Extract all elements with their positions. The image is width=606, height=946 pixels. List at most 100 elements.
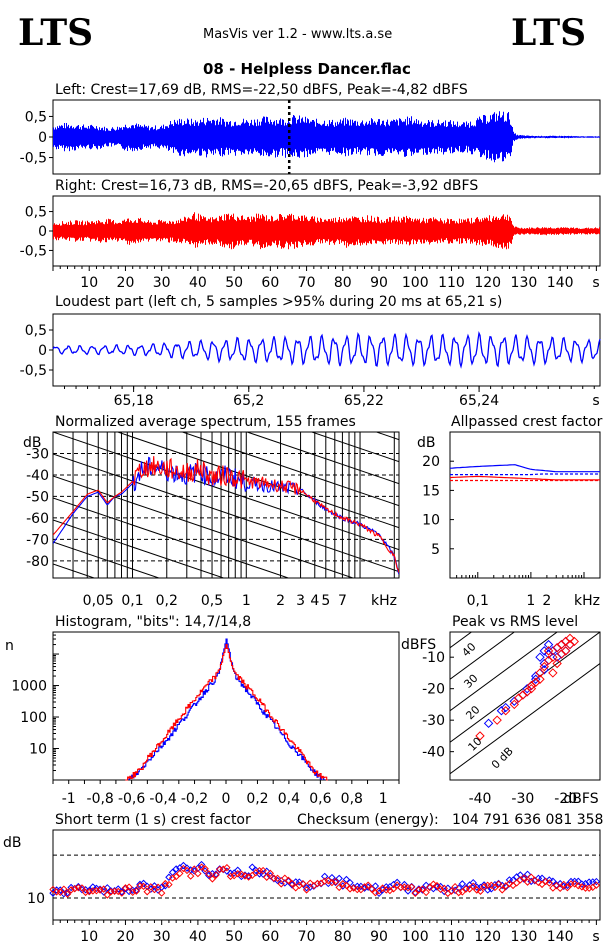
short-term-point-right — [281, 874, 289, 882]
allpassed-xlabel: kHz — [574, 593, 600, 609]
spectrum-ytick-label: -40 — [26, 468, 49, 484]
loudest-part-ytick-label: 0,5 — [25, 323, 47, 339]
short-term-point-left — [469, 878, 477, 887]
short-term-point-right — [208, 875, 217, 883]
allpassed-crest-title: Allpassed crest factor — [451, 414, 603, 430]
loudest-part-ytick-label: -0,5 — [20, 363, 47, 379]
peak-rms-diagonal — [450, 632, 558, 712]
short-term-point-left — [545, 876, 553, 884]
short-term-point-left — [179, 861, 188, 870]
short-term-point-right — [85, 888, 93, 896]
short-term-point-right — [299, 880, 307, 888]
short-term-point-left — [172, 865, 180, 873]
short-term-point-left — [89, 883, 97, 891]
peak-rms-point-left — [531, 674, 541, 684]
short-term-point-right — [324, 876, 333, 885]
loudest-part-series — [52, 331, 601, 369]
peak-rms-point-right — [561, 646, 571, 656]
right-waveform-ytick-label: 0,5 — [25, 205, 47, 221]
short-term-point-left — [56, 886, 64, 894]
spectrum-xtick-label: 2 — [276, 593, 285, 609]
short-term-point-left — [436, 882, 445, 891]
short-term-xtick-label: 20 — [117, 929, 135, 945]
short-term-point-left — [563, 881, 572, 890]
short-term-point-right — [67, 886, 75, 894]
allpassed-frame — [449, 431, 601, 579]
spectrum-xtick-label: 1 — [242, 593, 251, 609]
short-term-point-left — [197, 860, 206, 869]
short-term-point-left — [574, 877, 582, 885]
spectrum-ytick-label: -70 — [26, 532, 49, 548]
short-term-point-right — [498, 886, 506, 894]
peak-rms-diagonal — [450, 662, 600, 775]
right-waveform-series — [53, 212, 600, 250]
short-term-point-left — [335, 874, 343, 883]
spectrum-xtick-label: 5 — [321, 593, 330, 609]
spectrum-slope-line — [53, 432, 399, 551]
histogram-ylabel: n — [5, 638, 14, 654]
spectrum-xlabel: kHz — [371, 593, 397, 609]
peak-rms-ylabel: dBFS — [401, 637, 436, 653]
time-axis-unit: s — [592, 275, 599, 291]
short-term-point-right — [436, 885, 445, 894]
short-term-point-right — [520, 874, 528, 882]
peak-rms-diagonal-label: 30 — [462, 672, 481, 691]
allpassed-xtick-label: 0,1 — [467, 593, 489, 609]
spectrum-slope-line — [53, 541, 161, 578]
short-term-point-right — [306, 879, 314, 887]
spectrum-slope-line — [53, 475, 355, 578]
short-term-point-right — [266, 869, 275, 878]
histogram-xtick-label: 0,8 — [341, 791, 363, 807]
allpassed-ytick-label: 20 — [422, 454, 440, 470]
short-term-point-right — [469, 882, 477, 890]
short-term-point-right — [447, 887, 456, 895]
allpassed-ytick-label: 15 — [422, 483, 440, 499]
spectrum-slope-line — [53, 563, 96, 578]
short-term-point-right — [429, 880, 438, 888]
short-term-xtick-label: 130 — [511, 929, 538, 945]
histogram-title: Histogram, "bits": 14,7/14,8 — [55, 614, 252, 630]
short-term-point-right — [415, 886, 423, 894]
short-term-point-right — [147, 883, 155, 891]
short-term-xtick-label: 70 — [298, 929, 316, 945]
spectrum-ytick-label: -50 — [26, 489, 49, 505]
short-term-point-right — [585, 884, 593, 892]
left-waveform-ytick-label: -0,5 — [20, 151, 47, 167]
time-axis-label: 80 — [334, 275, 352, 291]
histogram-ytick-label: 10 — [29, 742, 47, 758]
spectrum-slope-line — [53, 497, 290, 578]
loudest-part-title: Loudest part (left ch, 5 samples >95% du… — [55, 294, 503, 310]
spectrum-grid — [53, 432, 399, 578]
short-term-xtick-label: 10 — [80, 929, 98, 945]
peak-rms-point-left — [483, 718, 494, 729]
spectrum-series-right — [53, 456, 399, 573]
short-term-xunit: s — [592, 929, 599, 945]
short-term-xtick-label: 140 — [547, 929, 574, 945]
peak-rms-point-right — [569, 636, 579, 647]
allpassed-series-1 — [450, 473, 600, 476]
loudest-part-xtick-label: 65,24 — [459, 393, 499, 409]
short-term-point-left — [581, 879, 590, 888]
short-term-point-right — [259, 866, 267, 875]
short-term-point-right — [455, 888, 463, 897]
short-term-point-right — [241, 872, 249, 880]
short-term-point-right — [226, 872, 235, 881]
peak-rms-point-right — [543, 646, 554, 656]
spectrum-ytick-label: -30 — [26, 446, 49, 462]
peak-rms-point-left — [501, 702, 511, 713]
right-waveform-ytick-label: 0 — [38, 224, 47, 240]
peak-rms-ytick-label: -20 — [422, 682, 445, 698]
spectrum-xtick-label: 0,5 — [201, 593, 223, 609]
short-term-point-right — [277, 880, 285, 888]
short-term-point-right — [100, 885, 108, 893]
short-term-point-right — [237, 870, 246, 878]
peak-rms-point-right — [539, 661, 549, 672]
short-term-xtick-label: 40 — [189, 929, 207, 945]
left-waveform-series — [53, 111, 600, 163]
time-axis-label: 110 — [438, 275, 465, 291]
short-term-point-right — [201, 865, 209, 873]
short-term-point-left — [393, 878, 401, 887]
short-term-ylabel: dB — [3, 835, 22, 851]
right-waveform-ytick-label: -0,5 — [20, 243, 47, 259]
short-term-point-right — [194, 869, 202, 878]
